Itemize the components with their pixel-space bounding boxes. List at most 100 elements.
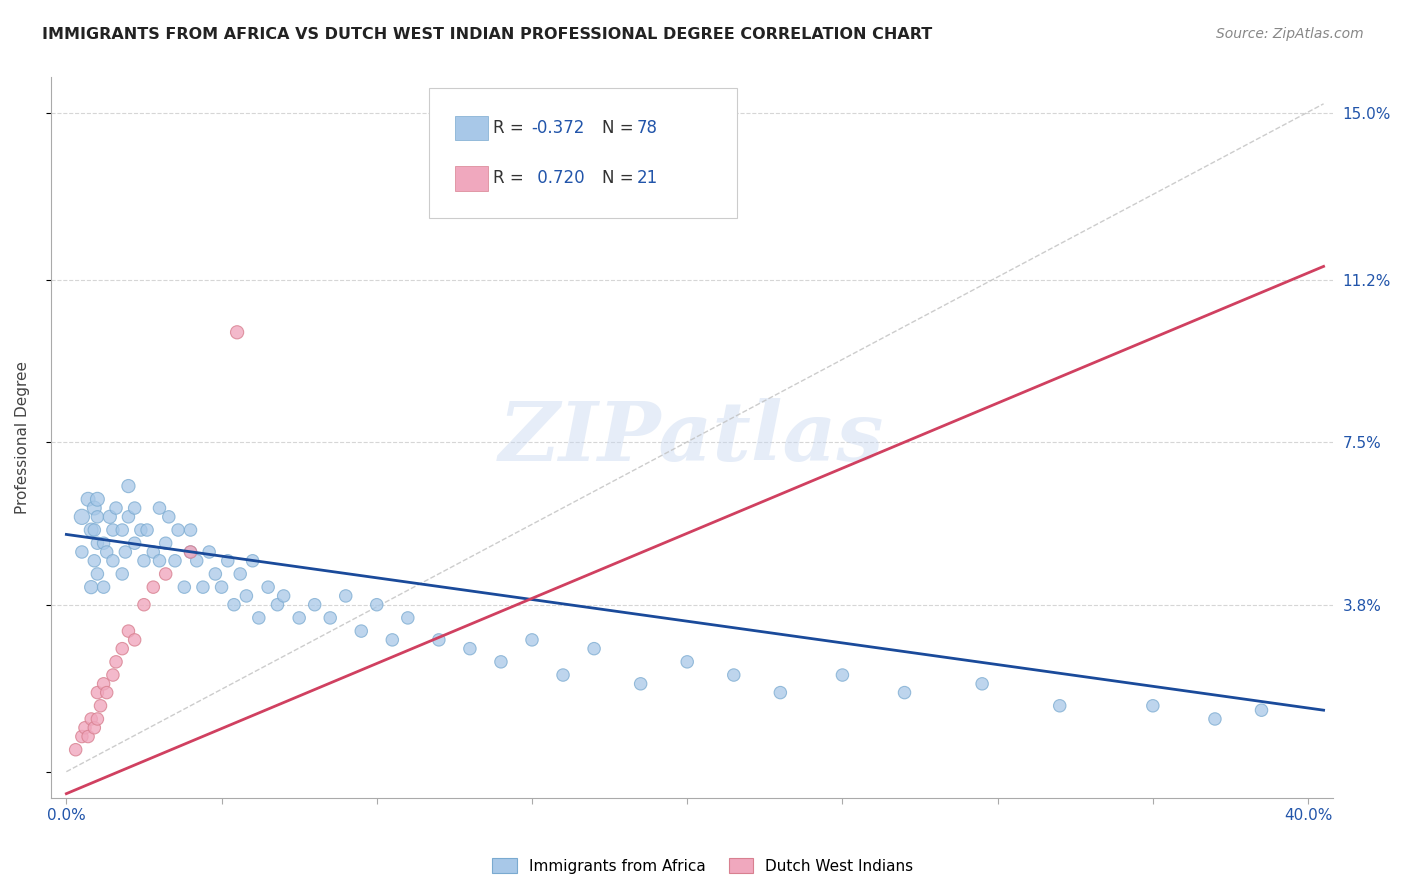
Point xyxy=(86,536,108,550)
Point xyxy=(396,611,419,625)
Point xyxy=(83,523,105,537)
Point xyxy=(288,611,311,625)
Point xyxy=(1204,712,1226,726)
FancyBboxPatch shape xyxy=(454,116,488,140)
Point xyxy=(186,554,208,568)
Point xyxy=(132,598,155,612)
Point xyxy=(77,492,100,507)
Point xyxy=(86,685,108,699)
Point xyxy=(319,611,342,625)
Point xyxy=(173,580,195,594)
Point xyxy=(65,743,87,757)
Point xyxy=(101,523,124,537)
Point xyxy=(70,545,93,559)
Point xyxy=(180,523,202,537)
Point xyxy=(77,730,100,744)
Point xyxy=(96,545,118,559)
Point xyxy=(191,580,214,594)
Point xyxy=(551,668,574,682)
Point xyxy=(73,721,96,735)
Point xyxy=(142,580,165,594)
Point xyxy=(257,580,280,594)
FancyBboxPatch shape xyxy=(429,88,737,218)
Point xyxy=(98,509,121,524)
Text: 21: 21 xyxy=(637,169,658,187)
Point xyxy=(217,554,239,568)
Text: R =: R = xyxy=(494,119,529,136)
Point xyxy=(111,523,134,537)
Point xyxy=(111,566,134,581)
FancyBboxPatch shape xyxy=(454,166,488,191)
Point xyxy=(83,721,105,735)
Legend: Immigrants from Africa, Dutch West Indians: Immigrants from Africa, Dutch West India… xyxy=(486,852,920,880)
Text: Source: ZipAtlas.com: Source: ZipAtlas.com xyxy=(1216,27,1364,41)
Point xyxy=(124,536,146,550)
Point xyxy=(155,566,177,581)
Point xyxy=(132,554,155,568)
Point xyxy=(247,611,270,625)
Point xyxy=(111,641,134,656)
Point xyxy=(117,479,139,493)
Point xyxy=(630,677,652,691)
Point xyxy=(893,685,915,699)
Point xyxy=(83,501,105,516)
Point xyxy=(211,580,233,594)
Point xyxy=(273,589,295,603)
Point xyxy=(350,624,373,638)
Y-axis label: Professional Degree: Professional Degree xyxy=(15,361,30,515)
Point xyxy=(723,668,745,682)
Point xyxy=(427,632,450,647)
Point xyxy=(86,492,108,507)
Point xyxy=(769,685,792,699)
Text: N =: N = xyxy=(602,119,638,136)
Point xyxy=(142,545,165,559)
Point xyxy=(583,641,606,656)
Point xyxy=(304,598,326,612)
Point xyxy=(89,698,111,713)
Point xyxy=(117,624,139,638)
Point xyxy=(124,632,146,647)
Point xyxy=(242,554,264,568)
Point xyxy=(222,598,245,612)
Point xyxy=(198,545,221,559)
Point xyxy=(180,545,202,559)
Point xyxy=(335,589,357,603)
Point xyxy=(93,536,115,550)
Point xyxy=(105,501,128,516)
Point xyxy=(381,632,404,647)
Point xyxy=(80,523,103,537)
Point xyxy=(96,685,118,699)
Point xyxy=(148,554,170,568)
Point xyxy=(1250,703,1272,717)
Point xyxy=(80,580,103,594)
Text: -0.372: -0.372 xyxy=(531,119,585,136)
Point xyxy=(229,566,252,581)
Point xyxy=(235,589,257,603)
Point xyxy=(1049,698,1071,713)
Point xyxy=(1142,698,1164,713)
Point xyxy=(117,509,139,524)
Point xyxy=(180,545,202,559)
Point xyxy=(676,655,699,669)
Point xyxy=(136,523,159,537)
Point xyxy=(101,668,124,682)
Point xyxy=(124,501,146,516)
Point xyxy=(226,326,249,340)
Point xyxy=(93,677,115,691)
Point xyxy=(105,655,128,669)
Point xyxy=(972,677,994,691)
Point xyxy=(155,536,177,550)
Text: ZIPatlas: ZIPatlas xyxy=(499,398,884,478)
Point xyxy=(831,668,853,682)
Point xyxy=(204,566,226,581)
Point xyxy=(70,730,93,744)
Text: 0.720: 0.720 xyxy=(531,169,585,187)
Point xyxy=(520,632,543,647)
Text: IMMIGRANTS FROM AFRICA VS DUTCH WEST INDIAN PROFESSIONAL DEGREE CORRELATION CHAR: IMMIGRANTS FROM AFRICA VS DUTCH WEST IND… xyxy=(42,27,932,42)
Point xyxy=(167,523,190,537)
Point xyxy=(157,509,180,524)
Point xyxy=(129,523,152,537)
Point xyxy=(101,554,124,568)
Point xyxy=(86,509,108,524)
Point xyxy=(148,501,170,516)
